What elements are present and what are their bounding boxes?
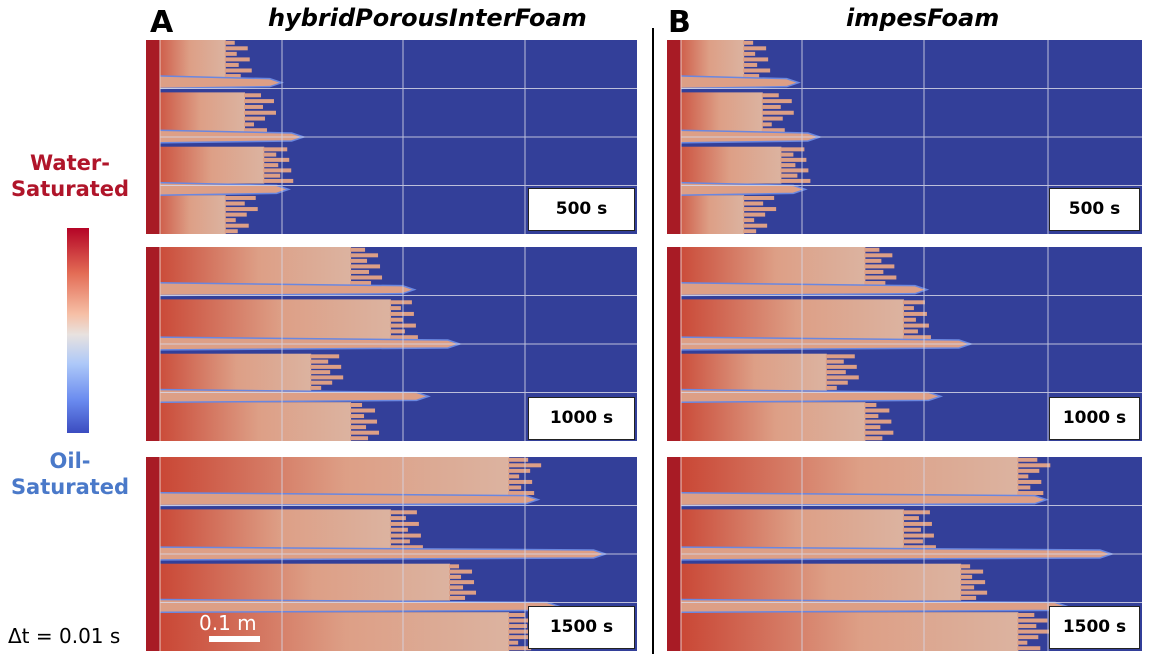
panel-title-a: hybridPorousInterFoam bbox=[268, 4, 587, 32]
time-label-a-1500s: 1500 s bbox=[528, 606, 635, 649]
time-label-a-500s: 500 s bbox=[528, 188, 635, 231]
simulation-frame-a-500s bbox=[146, 40, 637, 234]
scale-bar-label: 0.1 m bbox=[199, 611, 257, 635]
time-label-b-1500s: 1500 s bbox=[1049, 606, 1140, 649]
oil-saturated-label: Oil- Saturated bbox=[10, 449, 130, 500]
panel-divider bbox=[652, 28, 654, 654]
time-label-a-1000s: 1000 s bbox=[528, 397, 635, 440]
timestep-label: Δt = 0.01 s bbox=[8, 624, 121, 648]
time-label-b-1000s: 1000 s bbox=[1049, 397, 1140, 440]
panel-letter-a: A bbox=[150, 5, 174, 40]
saturation-colorbar bbox=[67, 228, 89, 433]
time-label-b-500s: 500 s bbox=[1049, 188, 1140, 231]
simulation-frame-b-1500s bbox=[667, 457, 1142, 651]
water-saturated-label: Water- Saturated bbox=[10, 151, 130, 202]
simulation-frame-b-500s bbox=[667, 40, 1142, 234]
simulation-frame-b-1000s bbox=[667, 247, 1142, 441]
panel-letter-b: B bbox=[668, 5, 691, 40]
panel-title-b: impesFoam bbox=[846, 4, 1000, 32]
scale-bar bbox=[209, 636, 260, 642]
